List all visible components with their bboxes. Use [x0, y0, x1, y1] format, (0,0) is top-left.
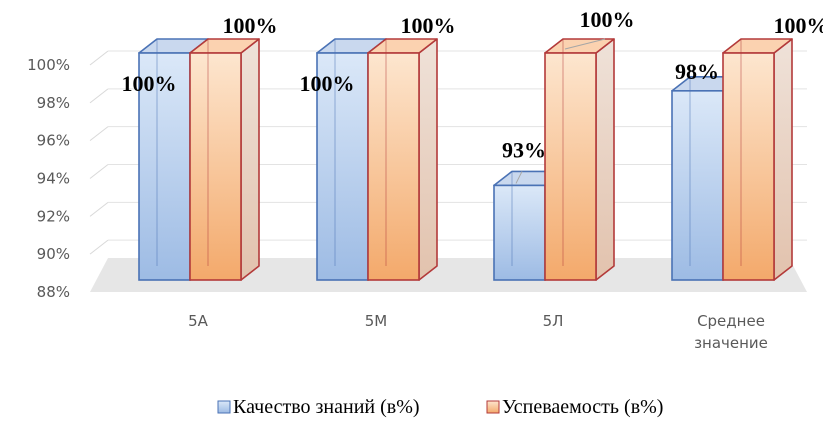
y-tick-label: 96% [37, 132, 70, 150]
y-tick-label: 92% [37, 207, 70, 225]
gridline-diag [89, 239, 109, 255]
bar-front [671, 90, 724, 281]
data-label: 93% [502, 137, 546, 162]
gridline-diag [89, 201, 109, 217]
bar-progress-1 [367, 38, 438, 281]
data-label: 100% [122, 71, 177, 96]
legend-item: Успеваемость (в%) [486, 396, 663, 418]
category-label: 5А [188, 312, 209, 330]
data-label: 100% [223, 13, 278, 38]
legend: Качество знаний (в%) Успеваемость (в%) [217, 396, 663, 418]
bar-front [722, 52, 775, 281]
legend-item: Качество знаний (в%) [217, 396, 420, 418]
bar-front [493, 184, 546, 281]
bar-progress-0 [189, 38, 260, 281]
bar-side [595, 38, 615, 281]
gridline-diag [89, 50, 109, 66]
y-tick-label: 100% [27, 56, 70, 74]
legend-swatch [217, 400, 231, 414]
gridline-diag [89, 88, 109, 104]
data-label: 100% [401, 13, 456, 38]
legend-swatch [486, 400, 500, 414]
data-label: 100% [774, 13, 823, 38]
gridline-diag [89, 164, 109, 179]
bar-progress-2 [544, 38, 615, 281]
legend-label: Качество знаний (в%) [233, 396, 420, 418]
y-tick-label: 90% [37, 245, 70, 263]
data-label: 100% [300, 71, 355, 96]
label-leader [515, 171, 523, 184]
bar-front [316, 52, 369, 281]
bar-front [367, 52, 420, 281]
category-label: 5М [365, 312, 388, 330]
bar-front [544, 52, 597, 281]
label-leader [564, 38, 606, 50]
bar-side [418, 38, 438, 281]
data-label: 98% [675, 59, 719, 84]
data-label: 100% [580, 7, 635, 32]
legend-label: Успеваемость (в%) [502, 396, 663, 418]
bar-front [189, 52, 242, 281]
category-label: 5Л [543, 312, 564, 330]
chart-floor [90, 258, 807, 292]
gridline-diag [89, 126, 109, 142]
y-tick-label: 88% [37, 283, 70, 301]
y-tick-label: 98% [37, 94, 70, 112]
bar-progress-3 [722, 38, 793, 281]
bar-side [773, 38, 793, 281]
y-tick-label: 94% [37, 170, 70, 188]
category-label: Среднее значение [694, 312, 768, 352]
bar-side [240, 38, 260, 281]
